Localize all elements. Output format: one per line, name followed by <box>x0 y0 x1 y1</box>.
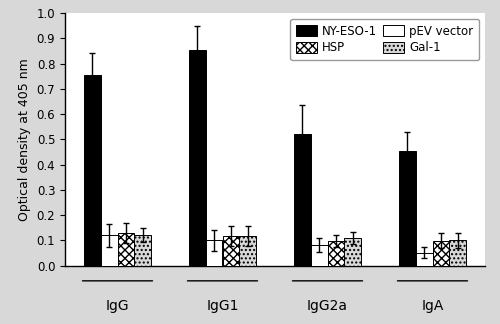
Bar <box>84 75 100 266</box>
Bar <box>310 245 328 266</box>
Bar <box>100 235 117 266</box>
Bar <box>222 236 240 266</box>
Bar <box>450 240 466 266</box>
Bar <box>416 252 432 266</box>
Bar <box>344 238 361 266</box>
Text: IgG2a: IgG2a <box>307 298 348 313</box>
Text: IgA: IgA <box>422 298 444 313</box>
Bar <box>240 236 256 266</box>
Bar <box>328 241 344 266</box>
Legend: NY-ESO-1, HSP, pEV vector, Gal-1: NY-ESO-1, HSP, pEV vector, Gal-1 <box>290 19 479 60</box>
Bar <box>134 235 151 266</box>
Bar <box>294 134 310 266</box>
Text: IgG1: IgG1 <box>206 298 239 313</box>
Bar <box>432 241 450 266</box>
Bar <box>206 240 222 266</box>
Bar <box>399 151 415 266</box>
Text: IgG: IgG <box>106 298 130 313</box>
Bar <box>118 233 134 266</box>
Bar <box>189 50 206 266</box>
Y-axis label: Optical density at 405 nm: Optical density at 405 nm <box>18 58 31 221</box>
